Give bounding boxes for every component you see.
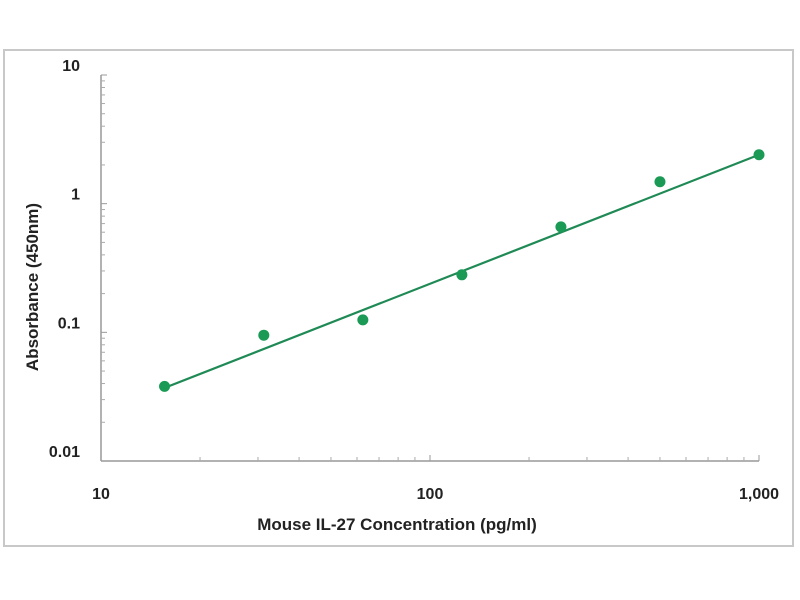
x-tick-label: 1,000 [739, 486, 779, 503]
x-axis-title: Mouse IL-27 Concentration (pg/ml) [257, 515, 537, 534]
y-axis-title: Absorbance (450nm) [23, 203, 42, 371]
data-point [456, 269, 468, 281]
x-tick-label: 100 [417, 486, 444, 503]
y-tick-label: 10 [62, 58, 80, 75]
chart-frame [3, 49, 794, 547]
data-point [159, 380, 171, 392]
data-point [258, 329, 270, 341]
data-point [357, 314, 369, 326]
axes: 10 100 1,000 0.01 0.1 1 10 [49, 58, 779, 503]
y-tick-label: 1 [71, 187, 80, 204]
y-tick-label: 0.1 [58, 315, 80, 332]
marks [159, 149, 765, 392]
x-tick-label: 10 [92, 486, 110, 503]
data-point [753, 149, 765, 161]
data-point [555, 221, 567, 233]
y-tick-label: 0.01 [49, 444, 80, 461]
data-point [654, 176, 666, 188]
